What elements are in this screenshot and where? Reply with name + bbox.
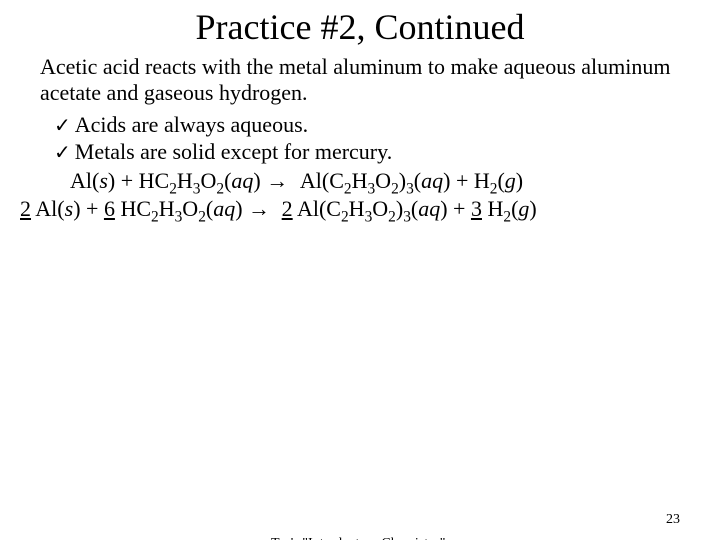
- bullet-item: ✓ Metals are solid except for mercury.: [54, 139, 680, 166]
- footer-citation: Tro's "Introductory Chemistry", Chapter …: [271, 536, 449, 540]
- page-title: Practice #2, Continued: [0, 6, 720, 48]
- species-al: Al(s): [70, 168, 115, 193]
- arrow-icon: →: [248, 196, 276, 221]
- intro-text: Acetic acid reacts with the metal alumin…: [40, 54, 680, 106]
- plus: +: [121, 168, 139, 193]
- species-h2: H2(g): [487, 196, 536, 221]
- plus: +: [456, 168, 474, 193]
- coef: 2: [282, 196, 293, 221]
- footer-line1: Tro's "Introductory Chemistry",: [271, 536, 449, 540]
- equation-unbalanced: Al(s) + HC2H3O2(aq) → Al(C2H3O2)3(aq) + …: [70, 168, 720, 195]
- bullet-list: ✓ Acids are always aqueous. ✓ Metals are…: [54, 112, 680, 166]
- bullet-text: Metals are solid except for mercury.: [75, 139, 392, 166]
- species-acetic-acid: HC2H3O2(aq): [120, 196, 242, 221]
- species-al: Al(s): [35, 196, 80, 221]
- arrow-icon: →: [266, 168, 294, 193]
- plus: +: [86, 196, 104, 221]
- species-al-acetate: Al(C2H3O2)3(aq): [300, 168, 451, 193]
- check-icon: ✓: [54, 114, 71, 138]
- bullet-text: Acids are always aqueous.: [75, 112, 308, 139]
- coef: 3: [471, 196, 482, 221]
- species-al-acetate: Al(C2H3O2)3(aq): [297, 196, 448, 221]
- plus: +: [453, 196, 471, 221]
- check-icon: ✓: [54, 141, 71, 165]
- species-acetic-acid: HC2H3O2(aq): [139, 168, 261, 193]
- page-number: 23: [666, 512, 680, 528]
- coef: 6: [104, 196, 115, 221]
- coef: 2: [20, 196, 31, 221]
- species-h2: H2(g): [474, 168, 523, 193]
- equation-balanced: 2 Al(s) + 6 HC2H3O2(aq) → 2 Al(C2H3O2)3(…: [20, 196, 720, 223]
- slide: Practice #2, Continued Acetic acid react…: [0, 6, 720, 540]
- bullet-item: ✓ Acids are always aqueous.: [54, 112, 680, 139]
